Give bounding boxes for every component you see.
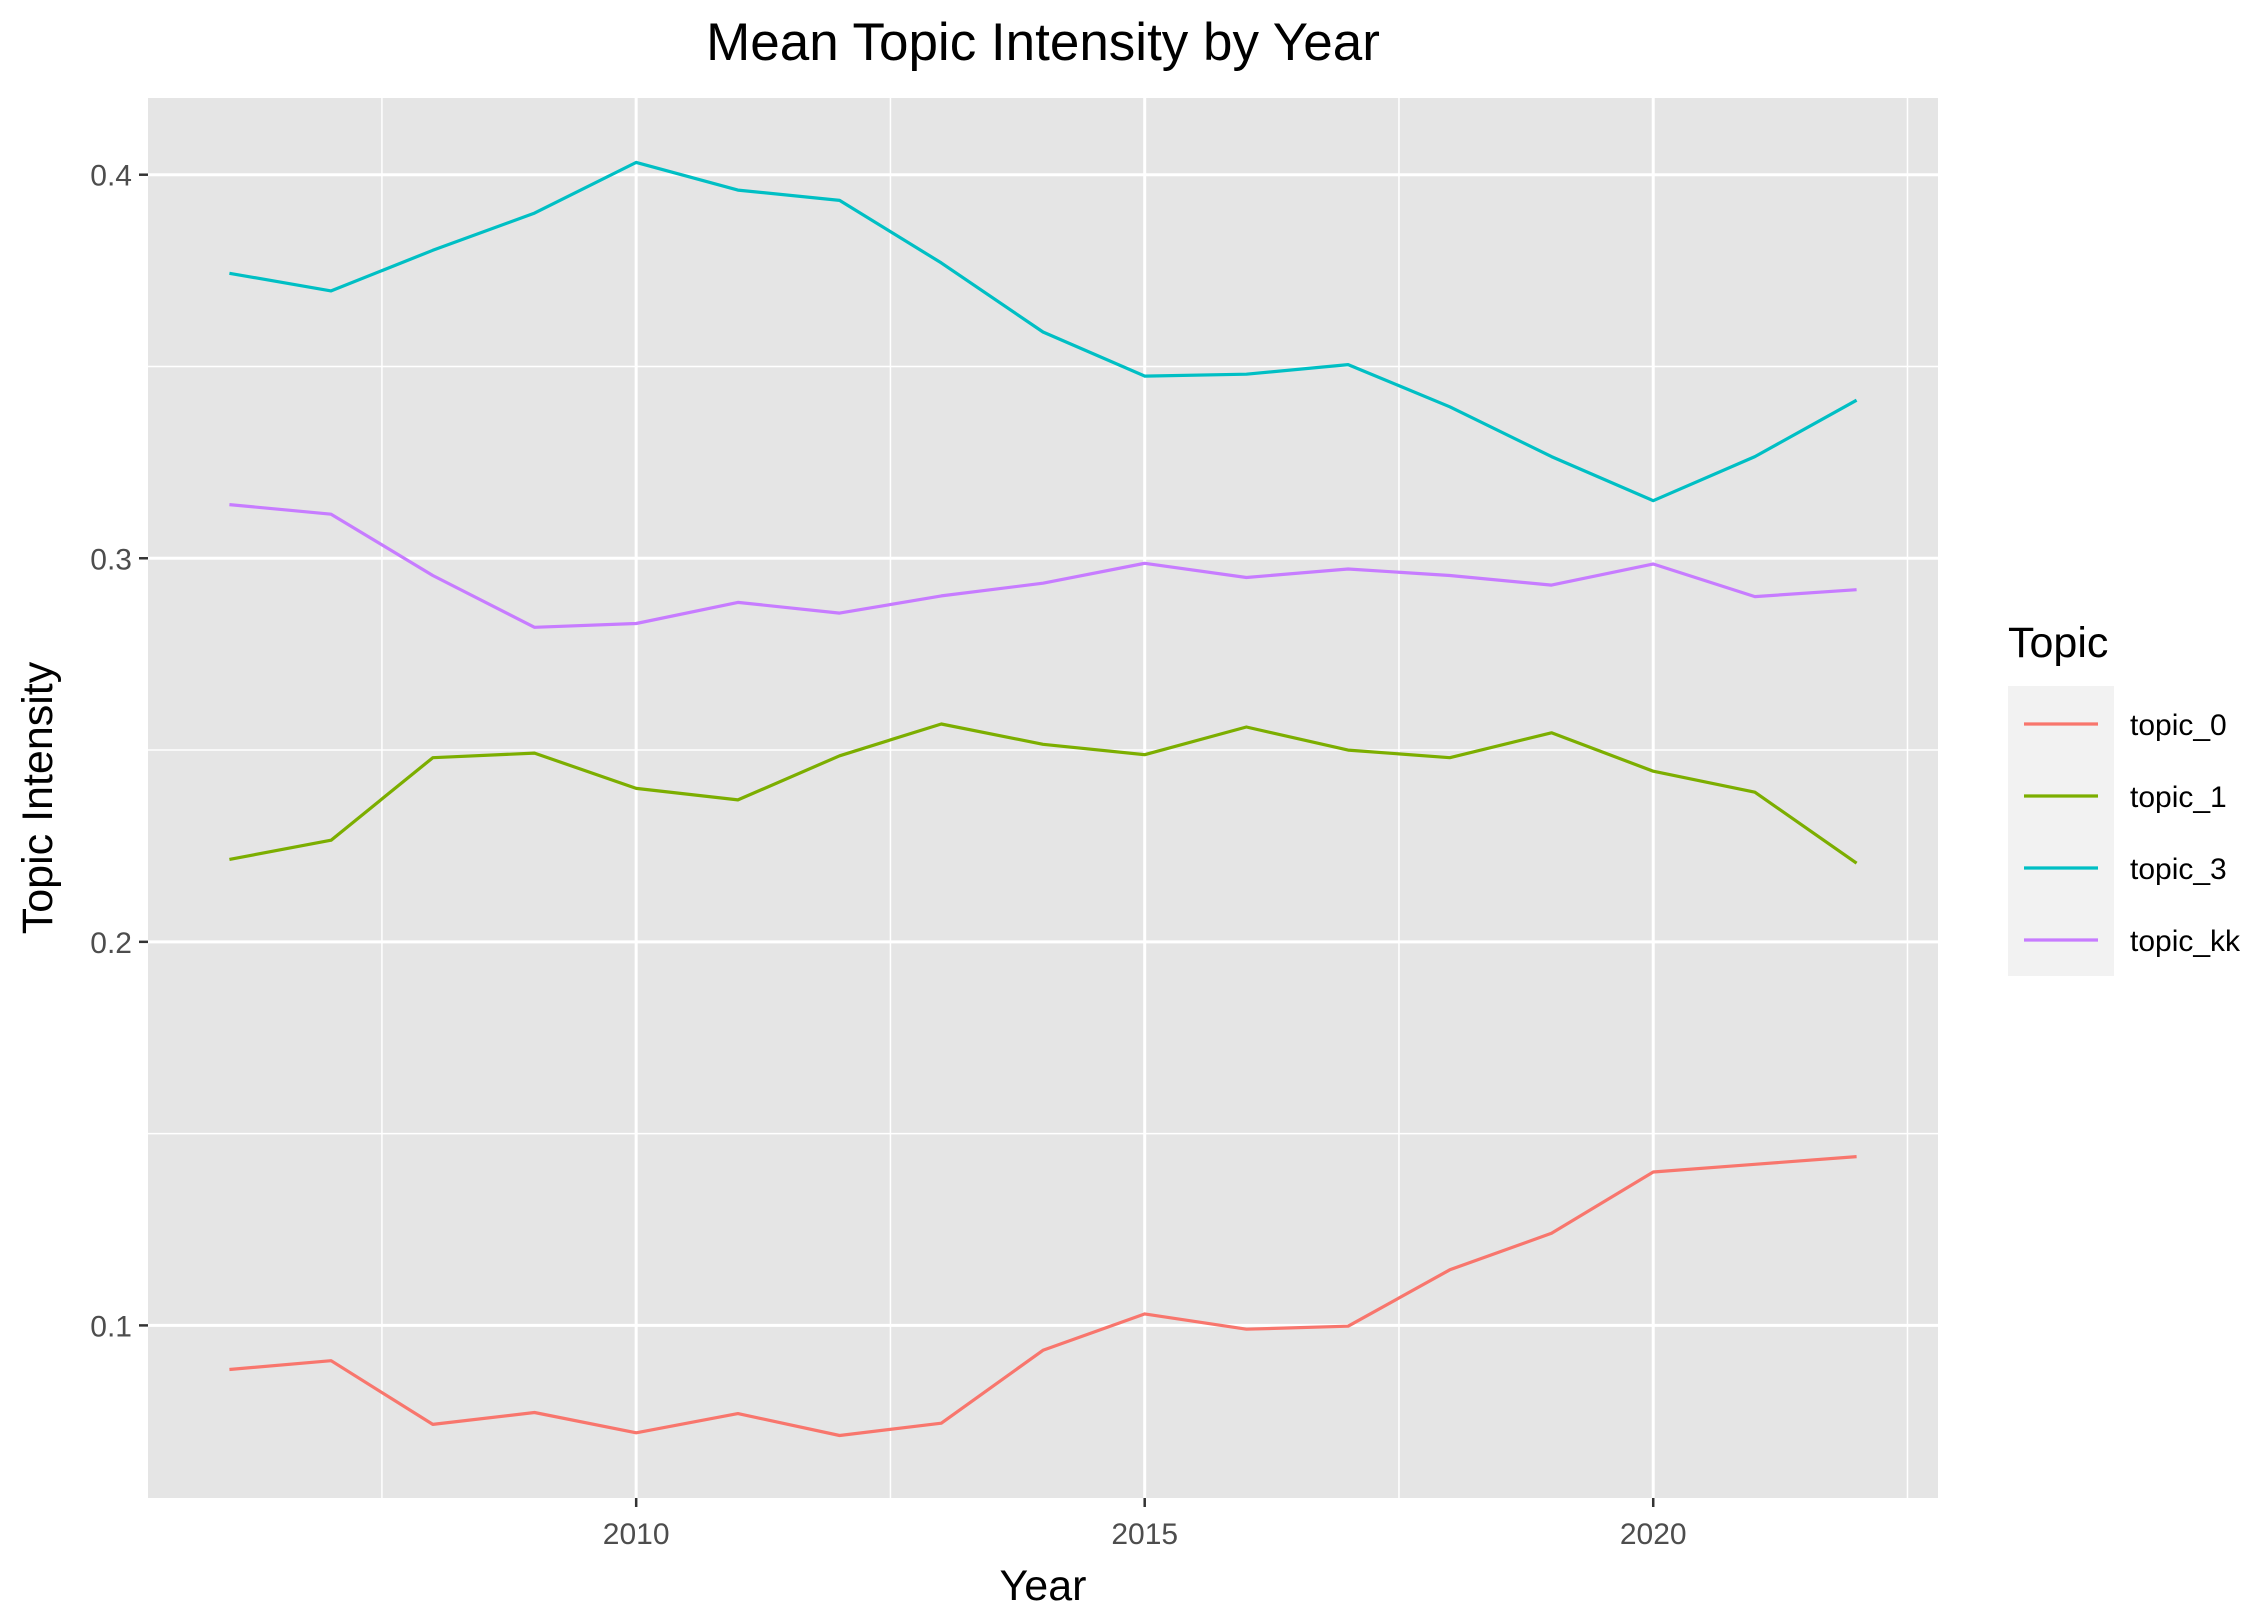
legend-title: Topic: [2008, 619, 2108, 667]
legend-label-topic-0: topic_0: [2130, 709, 2227, 742]
y-tick-label: 0.4: [90, 160, 132, 193]
legend-label-topic-kk: topic_kk: [2130, 925, 2241, 958]
axes: 2010 2015 2020 0.1 0.2 0.3 0.4: [90, 160, 1686, 1551]
legend-key-background: [2008, 686, 2114, 976]
x-tick-label: 2020: [1620, 1518, 1687, 1551]
series-line-topic-1: [229, 722, 1858, 865]
y-tick-label: 0.2: [90, 927, 132, 960]
x-axis-title: Year: [1000, 1562, 1087, 1610]
series-line-topic-kk: [229, 503, 1857, 629]
series-line-topic-3: [229, 160, 1858, 503]
legend: Topic topic_0 topic_1 topic_3 topic_kk: [2008, 619, 2241, 976]
grid-lines: [148, 98, 1938, 1498]
y-tick-label: 0.1: [90, 1310, 132, 1343]
series-lines: [229, 160, 1858, 1438]
y-tick-label: 0.3: [90, 543, 132, 576]
x-tick-label: 2010: [603, 1518, 670, 1551]
legend-label-topic-3: topic_3: [2130, 853, 2227, 886]
x-tick-label: 2015: [1111, 1518, 1178, 1551]
legend-label-topic-1: topic_1: [2130, 781, 2227, 814]
series-line-topic-0: [229, 1155, 1857, 1438]
chart-title: Mean Topic Intensity by Year: [706, 13, 1380, 72]
plot-background: [148, 98, 1938, 1498]
y-axis-title: Topic Intensity: [14, 661, 62, 934]
